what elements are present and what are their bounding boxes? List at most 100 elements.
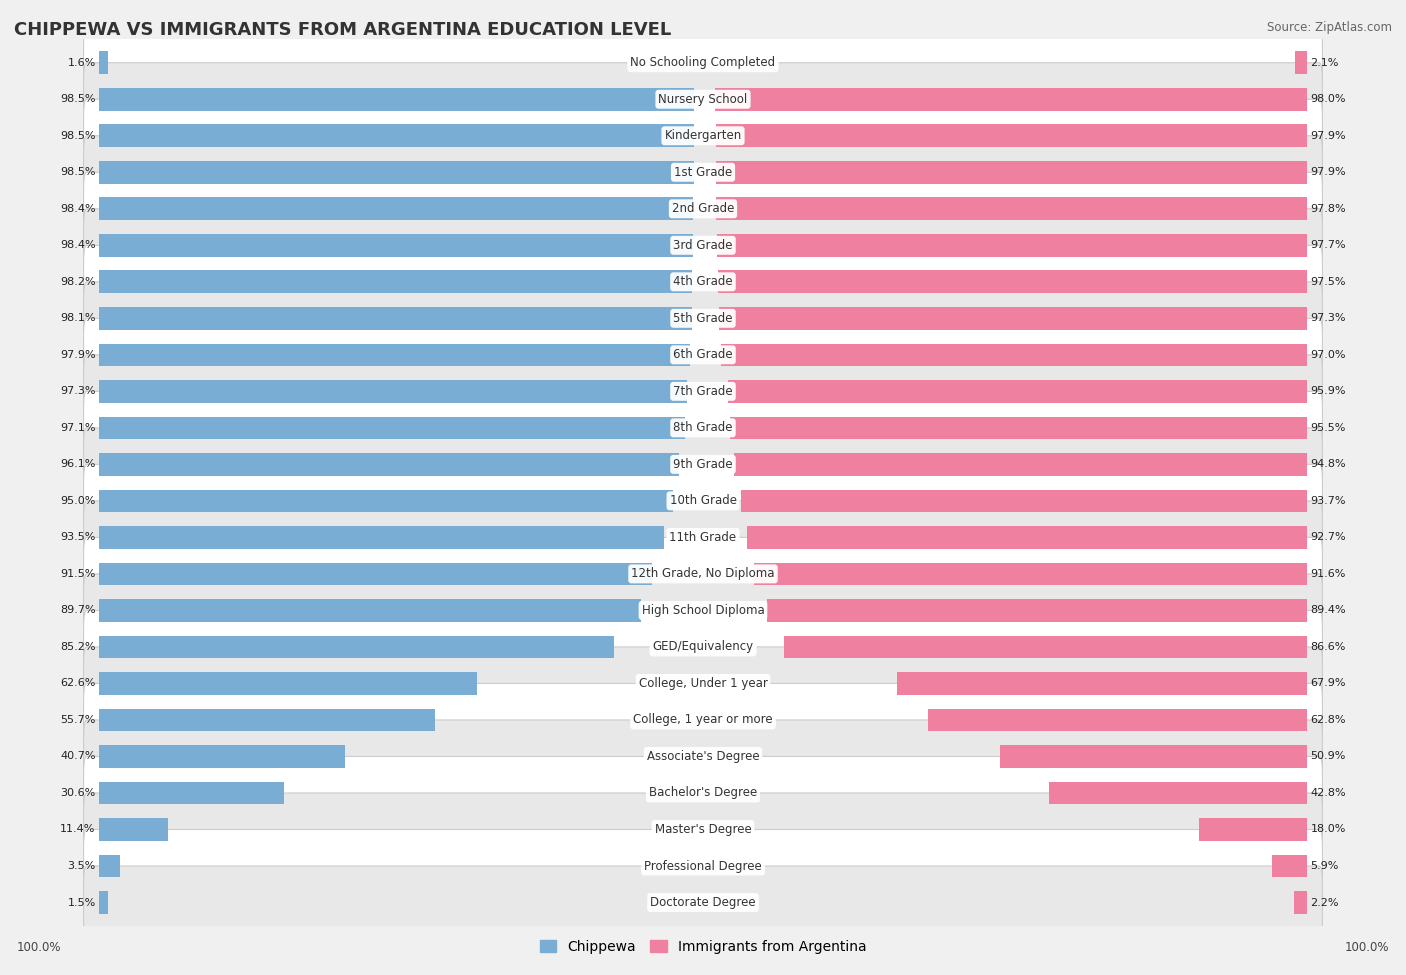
- Text: 1.6%: 1.6%: [67, 58, 96, 67]
- FancyBboxPatch shape: [83, 464, 1323, 537]
- Text: 8th Grade: 8th Grade: [673, 421, 733, 434]
- Text: 96.1%: 96.1%: [60, 459, 96, 469]
- Text: Doctorate Degree: Doctorate Degree: [650, 896, 756, 909]
- Text: 97.1%: 97.1%: [60, 423, 96, 433]
- Text: 91.5%: 91.5%: [60, 568, 96, 579]
- Text: Associate's Degree: Associate's Degree: [647, 750, 759, 763]
- FancyBboxPatch shape: [83, 830, 1323, 903]
- Text: 89.4%: 89.4%: [1310, 605, 1346, 615]
- Text: GED/Equivalency: GED/Equivalency: [652, 641, 754, 653]
- Bar: [98, 636, 613, 658]
- Bar: [98, 307, 692, 330]
- Text: 11.4%: 11.4%: [60, 825, 96, 835]
- FancyBboxPatch shape: [83, 866, 1323, 939]
- Text: Kindergarten: Kindergarten: [665, 130, 741, 142]
- Text: Professional Degree: Professional Degree: [644, 860, 762, 873]
- Bar: [754, 563, 1308, 585]
- Text: 7th Grade: 7th Grade: [673, 385, 733, 398]
- Text: 97.9%: 97.9%: [60, 350, 96, 360]
- Bar: [98, 782, 284, 804]
- Text: 40.7%: 40.7%: [60, 752, 96, 761]
- Text: 95.0%: 95.0%: [60, 496, 96, 506]
- Bar: [1198, 818, 1308, 840]
- Bar: [785, 636, 1308, 658]
- Bar: [716, 88, 1308, 110]
- Text: 98.5%: 98.5%: [60, 168, 96, 177]
- Text: 97.9%: 97.9%: [1310, 131, 1346, 140]
- Text: No Schooling Completed: No Schooling Completed: [630, 57, 776, 69]
- Text: 62.6%: 62.6%: [60, 679, 96, 688]
- FancyBboxPatch shape: [83, 62, 1323, 136]
- FancyBboxPatch shape: [83, 647, 1323, 720]
- Bar: [98, 416, 686, 439]
- Text: 97.9%: 97.9%: [1310, 168, 1346, 177]
- Text: 86.6%: 86.6%: [1310, 642, 1346, 652]
- Bar: [98, 709, 436, 731]
- Text: 2.1%: 2.1%: [1310, 58, 1339, 67]
- FancyBboxPatch shape: [83, 355, 1323, 428]
- Bar: [98, 745, 344, 767]
- Text: 98.4%: 98.4%: [60, 204, 96, 214]
- Bar: [98, 818, 167, 840]
- Bar: [716, 161, 1308, 183]
- FancyBboxPatch shape: [83, 610, 1323, 683]
- Bar: [1295, 52, 1308, 74]
- Text: 97.7%: 97.7%: [1310, 240, 1346, 251]
- Text: 97.3%: 97.3%: [60, 386, 96, 397]
- Text: 93.5%: 93.5%: [60, 532, 96, 542]
- FancyBboxPatch shape: [83, 757, 1323, 830]
- Text: 62.8%: 62.8%: [1310, 715, 1346, 725]
- Text: 97.8%: 97.8%: [1310, 204, 1346, 214]
- Text: 18.0%: 18.0%: [1310, 825, 1346, 835]
- Text: 98.2%: 98.2%: [60, 277, 96, 287]
- Bar: [730, 416, 1308, 439]
- Text: 2.2%: 2.2%: [1310, 898, 1339, 908]
- FancyBboxPatch shape: [83, 574, 1323, 647]
- Text: 1.5%: 1.5%: [67, 898, 96, 908]
- Text: 97.0%: 97.0%: [1310, 350, 1346, 360]
- Bar: [98, 891, 108, 914]
- Text: 42.8%: 42.8%: [1310, 788, 1346, 798]
- Bar: [98, 198, 693, 220]
- Text: 100.0%: 100.0%: [17, 941, 62, 954]
- Text: 55.7%: 55.7%: [60, 715, 96, 725]
- Text: 98.5%: 98.5%: [60, 131, 96, 140]
- FancyBboxPatch shape: [83, 501, 1323, 574]
- Text: 9th Grade: 9th Grade: [673, 458, 733, 471]
- Text: Source: ZipAtlas.com: Source: ZipAtlas.com: [1267, 21, 1392, 34]
- Text: 5th Grade: 5th Grade: [673, 312, 733, 325]
- Text: 5.9%: 5.9%: [1310, 861, 1339, 871]
- Text: 10th Grade: 10th Grade: [669, 494, 737, 507]
- FancyBboxPatch shape: [83, 793, 1323, 866]
- Bar: [98, 234, 693, 256]
- Text: 93.7%: 93.7%: [1310, 496, 1346, 506]
- Bar: [720, 307, 1308, 330]
- FancyBboxPatch shape: [83, 391, 1323, 464]
- Bar: [1294, 891, 1308, 914]
- Text: CHIPPEWA VS IMMIGRANTS FROM ARGENTINA EDUCATION LEVEL: CHIPPEWA VS IMMIGRANTS FROM ARGENTINA ED…: [14, 21, 671, 39]
- FancyBboxPatch shape: [83, 537, 1323, 610]
- Bar: [98, 563, 651, 585]
- Bar: [98, 161, 695, 183]
- Text: 95.5%: 95.5%: [1310, 423, 1346, 433]
- Bar: [98, 526, 664, 549]
- Bar: [747, 526, 1308, 549]
- Bar: [928, 709, 1308, 731]
- FancyBboxPatch shape: [83, 720, 1323, 793]
- Bar: [98, 489, 673, 512]
- FancyBboxPatch shape: [83, 136, 1323, 209]
- Bar: [741, 489, 1308, 512]
- Bar: [897, 672, 1308, 695]
- Bar: [717, 234, 1308, 256]
- Bar: [98, 52, 108, 74]
- Bar: [716, 198, 1308, 220]
- FancyBboxPatch shape: [83, 282, 1323, 355]
- Text: 100.0%: 100.0%: [1344, 941, 1389, 954]
- Bar: [734, 453, 1308, 476]
- FancyBboxPatch shape: [83, 246, 1323, 318]
- Text: 3.5%: 3.5%: [67, 861, 96, 871]
- Text: 97.3%: 97.3%: [1310, 313, 1346, 324]
- Text: 12th Grade, No Diploma: 12th Grade, No Diploma: [631, 567, 775, 580]
- Bar: [728, 380, 1308, 403]
- Bar: [768, 599, 1308, 622]
